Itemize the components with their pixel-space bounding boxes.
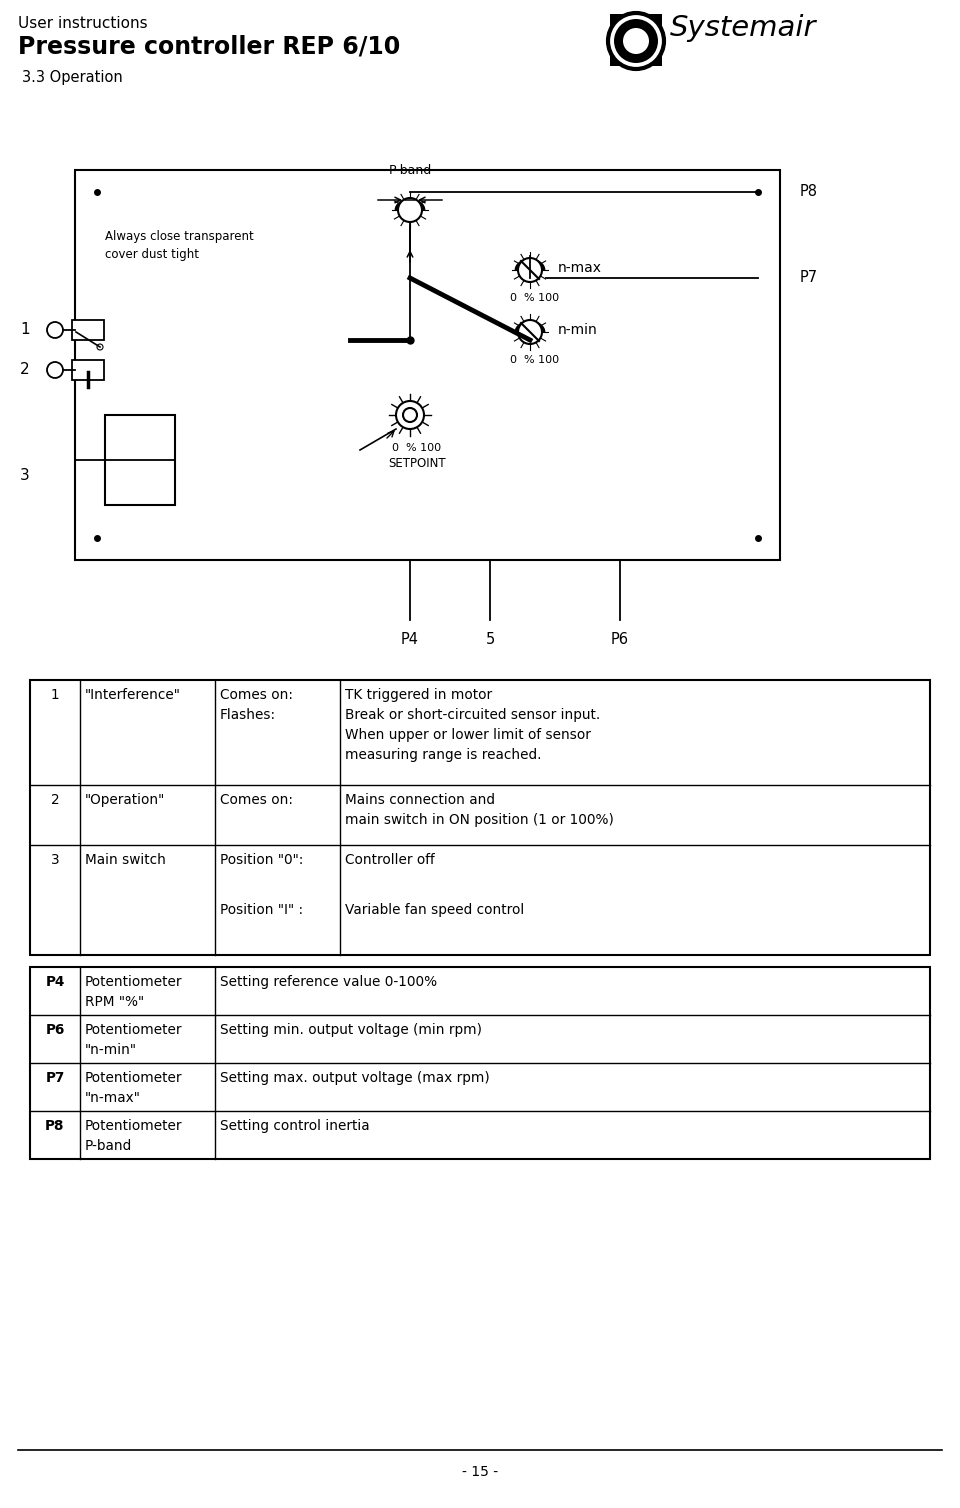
Text: Flashes:: Flashes: [220, 707, 276, 722]
Circle shape [623, 29, 649, 54]
Text: Potentiometer: Potentiometer [85, 1071, 182, 1084]
Text: P8: P8 [45, 1119, 64, 1133]
Text: RPM "%": RPM "%" [85, 995, 144, 1009]
Text: 5: 5 [486, 632, 494, 647]
Text: Variable fan speed control: Variable fan speed control [345, 903, 524, 917]
Text: Position "I" :: Position "I" : [220, 903, 303, 917]
Bar [30, 967, 930, 1160]
Text: Potentiometer: Potentiometer [85, 1119, 182, 1133]
Text: Potentiometer: Potentiometer [85, 976, 182, 989]
Circle shape [396, 401, 424, 428]
Bar [72, 360, 104, 380]
Text: TK triggered in motor: TK triggered in motor [345, 688, 492, 703]
Circle shape [518, 320, 542, 344]
Text: Controller off: Controller off [345, 854, 435, 867]
Text: Mains connection and: Mains connection and [345, 793, 495, 807]
Text: 0  % 100: 0 % 100 [510, 293, 559, 303]
Text: P7: P7 [800, 270, 818, 285]
Text: - 15 -: - 15 - [462, 1464, 498, 1479]
Text: Position "0":: Position "0": [220, 854, 303, 867]
Text: 0  % 100: 0 % 100 [392, 443, 442, 452]
Text: P4: P4 [45, 976, 64, 989]
Text: P4: P4 [401, 632, 419, 647]
Text: 2: 2 [20, 362, 30, 377]
Text: "n-min": "n-min" [85, 1044, 137, 1057]
Text: 0  % 100: 0 % 100 [510, 354, 559, 365]
Text: n-min: n-min [558, 323, 598, 336]
Text: Always close transparent
cover dust tight: Always close transparent cover dust tigh… [105, 231, 253, 261]
Text: measuring range is reached.: measuring range is reached. [345, 748, 541, 762]
Text: P6: P6 [611, 632, 629, 647]
Text: User instructions: User instructions [18, 17, 148, 32]
Text: Setting max. output voltage (max rpm): Setting max. output voltage (max rpm) [220, 1071, 490, 1084]
Text: P-band: P-band [389, 164, 432, 176]
Text: 2: 2 [51, 793, 60, 807]
Text: main switch in ON position (1 or 100%): main switch in ON position (1 or 100%) [345, 813, 613, 826]
Text: Setting min. output voltage (min rpm): Setting min. output voltage (min rpm) [220, 1022, 482, 1038]
Text: Potentiometer: Potentiometer [85, 1022, 182, 1038]
Bar [610, 14, 662, 66]
Circle shape [403, 409, 417, 422]
Circle shape [47, 323, 63, 338]
Text: n-max: n-max [558, 261, 602, 274]
Bar [72, 320, 104, 339]
Text: P-band: P-band [85, 1139, 132, 1154]
Text: P6: P6 [45, 1022, 64, 1038]
Circle shape [398, 198, 422, 222]
Bar [105, 415, 175, 505]
Text: Comes on:: Comes on: [220, 793, 293, 807]
Text: Setting control inertia: Setting control inertia [220, 1119, 370, 1133]
Text: 1: 1 [20, 323, 30, 338]
Circle shape [518, 258, 542, 282]
Circle shape [47, 362, 63, 379]
Text: Pressure controller REP 6/10: Pressure controller REP 6/10 [18, 35, 400, 59]
Text: 1: 1 [51, 688, 60, 703]
Circle shape [97, 344, 103, 350]
Text: "Interference": "Interference" [85, 688, 180, 703]
Text: Main switch: Main switch [85, 854, 166, 867]
Text: 3: 3 [51, 854, 60, 867]
Text: P7: P7 [45, 1071, 64, 1084]
Circle shape [608, 14, 664, 69]
Bar [30, 680, 930, 955]
Circle shape [614, 20, 658, 63]
Text: 3: 3 [20, 467, 30, 483]
Text: SETPOINT: SETPOINT [388, 457, 445, 470]
Bar [75, 170, 780, 559]
Text: Comes on:: Comes on: [220, 688, 293, 703]
Text: "n-max": "n-max" [85, 1090, 141, 1105]
Text: Systemair: Systemair [670, 14, 817, 42]
Text: P8: P8 [800, 184, 818, 199]
Text: Setting reference value 0-100%: Setting reference value 0-100% [220, 976, 437, 989]
Text: When upper or lower limit of sensor: When upper or lower limit of sensor [345, 728, 590, 742]
Text: "Operation": "Operation" [85, 793, 165, 807]
Text: Break or short-circuited sensor input.: Break or short-circuited sensor input. [345, 707, 600, 722]
Text: 3.3 Operation: 3.3 Operation [22, 69, 123, 84]
